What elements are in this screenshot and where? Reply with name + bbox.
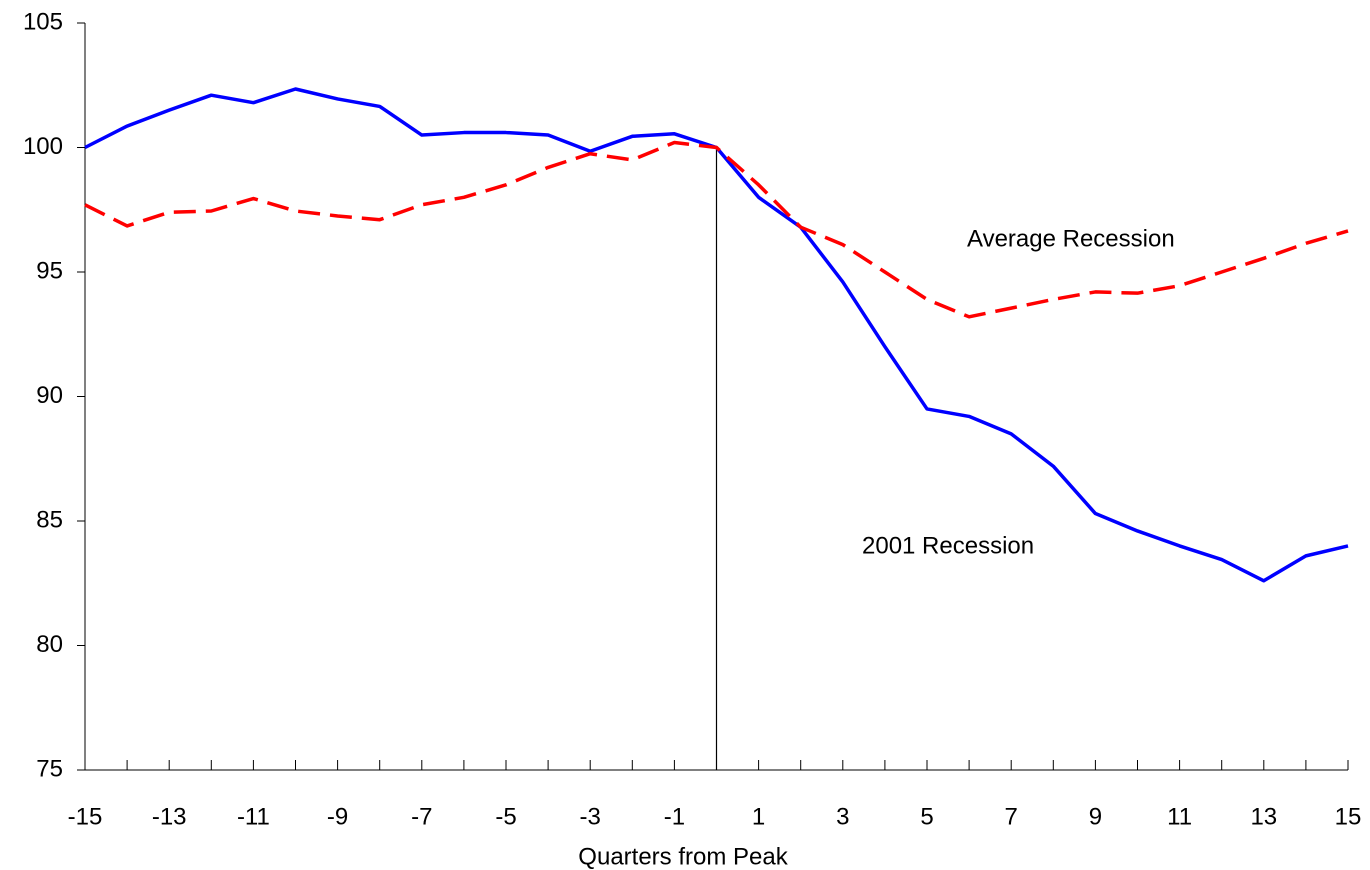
y-tick-label: 90 [36,382,63,409]
y-tick-label: 95 [36,257,63,284]
x-tick-label: -13 [152,803,187,830]
x-tick-label: -15 [68,803,103,830]
x-tick-label: 15 [1335,803,1362,830]
line-series [84,140,1349,319]
x-tick-label: -1 [664,803,685,830]
y-tick-label: 105 [23,8,63,35]
x-tick-label: 11 [1167,803,1192,830]
x-tick-label: 7 [1005,803,1018,830]
series-label: Average Recession [967,225,1175,252]
x-tick-label: 1 [752,803,765,830]
x-tick-label: 3 [836,803,849,830]
series-label: 2001 Recession [862,532,1034,559]
x-tick-label: 13 [1250,803,1277,830]
x-tick-label: -3 [580,803,601,830]
x-tick-label: -5 [495,803,516,830]
x-tick-label: -7 [411,803,432,830]
y-tick-label: 100 [23,133,63,160]
x-tick-label: 9 [1089,803,1102,830]
y-tick-label: 75 [36,755,63,782]
x-tick-label: -9 [327,803,348,830]
x-tick-label: -11 [237,803,270,830]
x-tick-label: 5 [920,803,933,830]
x-axis-title: Quarters from Peak [578,843,788,870]
y-tick-label: 85 [36,506,63,533]
y-tick-label: 80 [36,631,63,658]
